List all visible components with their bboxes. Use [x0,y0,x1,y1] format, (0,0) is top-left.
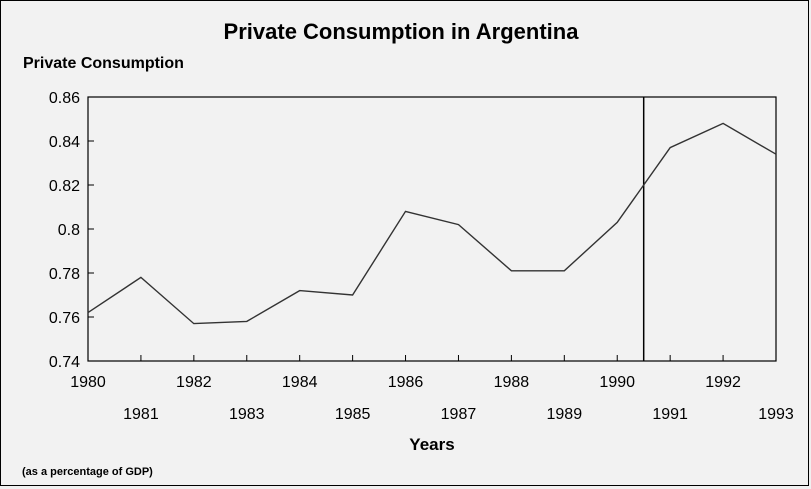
y-tick-label: 0.76 [49,310,80,327]
y-tick-label: 0.8 [58,222,80,239]
footnote: (as a percentage of GDP) [22,466,153,478]
y-tick-label: 0.78 [49,266,80,283]
x-tick-label: 1989 [547,406,583,423]
x-tick-label: 1981 [123,406,159,423]
series-line [87,122,777,325]
x-tick-label: 1988 [494,374,530,391]
x-tick-label: 1983 [229,406,265,423]
x-tick-label: 1987 [441,406,477,423]
y-tick-label: 0.86 [49,90,80,107]
y-tick-label: 0.84 [49,134,80,151]
y-axis-label: Private Consumption [23,55,184,72]
x-axis-label: Years [409,435,454,454]
x-axis: 1980 1982 1984 1986 1988 1990 1992 1981 1983 1985… [70,355,794,423]
y-axis: 0.74 0.76 0.78 0.8 0.82 0.84 0.86 [49,90,94,371]
x-tick-label: 1990 [599,374,635,391]
x-tick-label: 1984 [282,374,318,391]
x-tick-label: 1991 [652,406,688,423]
chart-title: Private Consumption in Argentina [224,19,580,44]
x-tick-label: 1982 [176,374,212,391]
x-tick-label: 1992 [705,374,741,391]
x-tick-label: 1980 [70,374,106,391]
x-tick-label: 1993 [758,406,794,423]
x-tick-label: 1985 [335,406,371,423]
y-tick-label: 0.82 [49,178,80,195]
x-tick-label: 1986 [388,374,424,391]
y-tick-label: 0.74 [49,354,80,371]
